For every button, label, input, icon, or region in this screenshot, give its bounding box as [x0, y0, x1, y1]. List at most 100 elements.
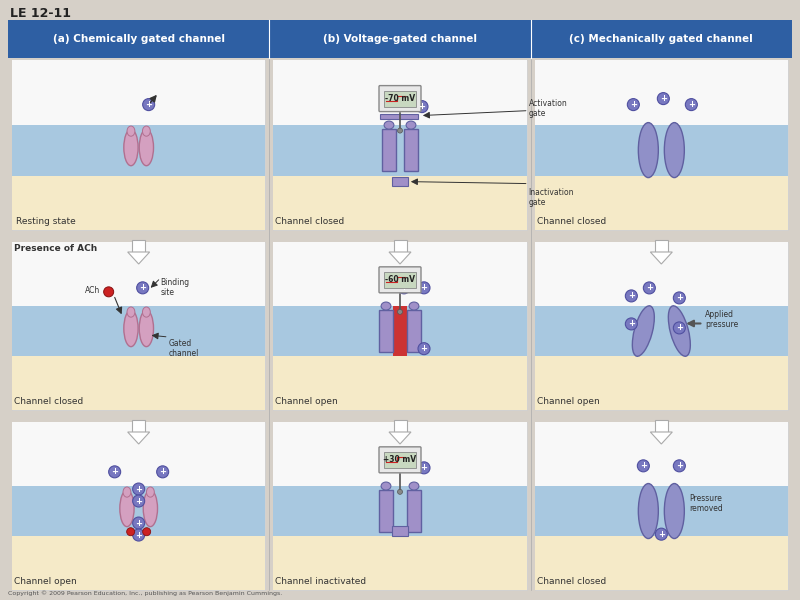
Circle shape — [686, 98, 698, 110]
Text: +30 mV: +30 mV — [383, 455, 417, 464]
Text: Presence of ACh: Presence of ACh — [14, 244, 98, 253]
FancyBboxPatch shape — [392, 526, 408, 536]
FancyBboxPatch shape — [274, 60, 526, 230]
Ellipse shape — [123, 487, 131, 497]
FancyBboxPatch shape — [12, 356, 266, 410]
FancyBboxPatch shape — [274, 60, 526, 125]
Circle shape — [658, 92, 670, 104]
FancyBboxPatch shape — [534, 242, 788, 306]
Ellipse shape — [124, 310, 138, 347]
FancyBboxPatch shape — [393, 306, 407, 356]
Text: Binding
site: Binding site — [161, 278, 190, 297]
Circle shape — [104, 287, 114, 297]
FancyBboxPatch shape — [379, 267, 421, 293]
FancyBboxPatch shape — [534, 422, 788, 486]
FancyBboxPatch shape — [384, 91, 416, 107]
Circle shape — [142, 528, 150, 536]
FancyBboxPatch shape — [8, 20, 792, 58]
Text: +: + — [628, 319, 635, 328]
Text: -60 mV: -60 mV — [385, 275, 415, 284]
FancyBboxPatch shape — [379, 447, 421, 473]
FancyBboxPatch shape — [12, 422, 266, 590]
FancyBboxPatch shape — [274, 125, 526, 176]
Circle shape — [638, 460, 650, 472]
Polygon shape — [128, 252, 150, 264]
Text: Inactivation
gate: Inactivation gate — [529, 188, 574, 207]
Text: (a) Chemically gated channel: (a) Chemically gated channel — [53, 34, 225, 44]
Circle shape — [626, 290, 638, 302]
FancyBboxPatch shape — [12, 536, 266, 590]
Text: -70 mV: -70 mV — [385, 94, 415, 103]
Text: +: + — [421, 463, 427, 472]
Circle shape — [133, 517, 145, 529]
Circle shape — [418, 282, 430, 294]
FancyBboxPatch shape — [534, 176, 788, 230]
Circle shape — [109, 466, 121, 478]
FancyBboxPatch shape — [132, 420, 145, 432]
Circle shape — [674, 460, 686, 472]
Circle shape — [627, 98, 639, 110]
Ellipse shape — [384, 121, 394, 129]
Ellipse shape — [124, 129, 138, 166]
Circle shape — [142, 98, 154, 110]
Ellipse shape — [127, 126, 135, 136]
Ellipse shape — [664, 122, 684, 178]
Text: ACh: ACh — [86, 286, 101, 295]
Bar — [379, 490, 393, 532]
Text: Channel closed: Channel closed — [537, 577, 606, 586]
Text: +: + — [640, 461, 647, 470]
Ellipse shape — [139, 310, 154, 347]
FancyBboxPatch shape — [655, 420, 668, 432]
Ellipse shape — [120, 490, 134, 527]
Text: +: + — [676, 293, 683, 302]
Text: Copyright © 2009 Pearson Education, Inc., publishing as Pearson Benjamin Cumming: Copyright © 2009 Pearson Education, Inc.… — [8, 590, 282, 596]
FancyBboxPatch shape — [12, 486, 266, 536]
Text: +: + — [630, 100, 637, 109]
FancyBboxPatch shape — [534, 60, 788, 230]
FancyBboxPatch shape — [394, 240, 406, 252]
Ellipse shape — [381, 302, 391, 310]
Text: LE 12-11: LE 12-11 — [10, 7, 70, 20]
FancyBboxPatch shape — [12, 60, 266, 230]
Circle shape — [157, 466, 169, 478]
FancyBboxPatch shape — [274, 486, 526, 536]
Text: Channel closed: Channel closed — [14, 397, 83, 406]
Circle shape — [126, 528, 134, 536]
Circle shape — [137, 282, 149, 294]
Text: Channel open: Channel open — [14, 577, 77, 586]
Text: Pressure
removed: Pressure removed — [690, 494, 723, 513]
Text: +: + — [418, 102, 426, 111]
Ellipse shape — [142, 307, 150, 317]
Text: Channel closed: Channel closed — [275, 217, 345, 226]
Bar — [404, 129, 418, 171]
FancyBboxPatch shape — [274, 422, 526, 486]
Ellipse shape — [638, 122, 658, 178]
Circle shape — [674, 292, 686, 304]
Ellipse shape — [632, 306, 654, 356]
FancyBboxPatch shape — [274, 306, 526, 356]
FancyBboxPatch shape — [534, 536, 788, 590]
Circle shape — [643, 282, 655, 294]
FancyBboxPatch shape — [12, 176, 266, 230]
Ellipse shape — [406, 121, 416, 129]
FancyBboxPatch shape — [274, 242, 526, 306]
Text: +: + — [159, 467, 166, 476]
Text: (b) Voltage-gated channel: (b) Voltage-gated channel — [323, 34, 477, 44]
FancyBboxPatch shape — [384, 272, 416, 288]
Text: +: + — [676, 461, 683, 470]
FancyBboxPatch shape — [274, 536, 526, 590]
Circle shape — [398, 310, 402, 314]
Text: Applied
pressure: Applied pressure — [706, 310, 738, 329]
Text: +: + — [145, 100, 152, 109]
Text: +: + — [646, 283, 653, 292]
Text: +: + — [139, 283, 146, 292]
Bar — [407, 490, 421, 532]
Text: Channel open: Channel open — [537, 397, 599, 406]
FancyBboxPatch shape — [132, 240, 145, 252]
FancyBboxPatch shape — [12, 60, 266, 125]
Circle shape — [418, 343, 430, 355]
Text: +: + — [135, 485, 142, 494]
Ellipse shape — [409, 302, 419, 310]
Text: +: + — [421, 283, 427, 292]
Bar — [382, 129, 396, 171]
